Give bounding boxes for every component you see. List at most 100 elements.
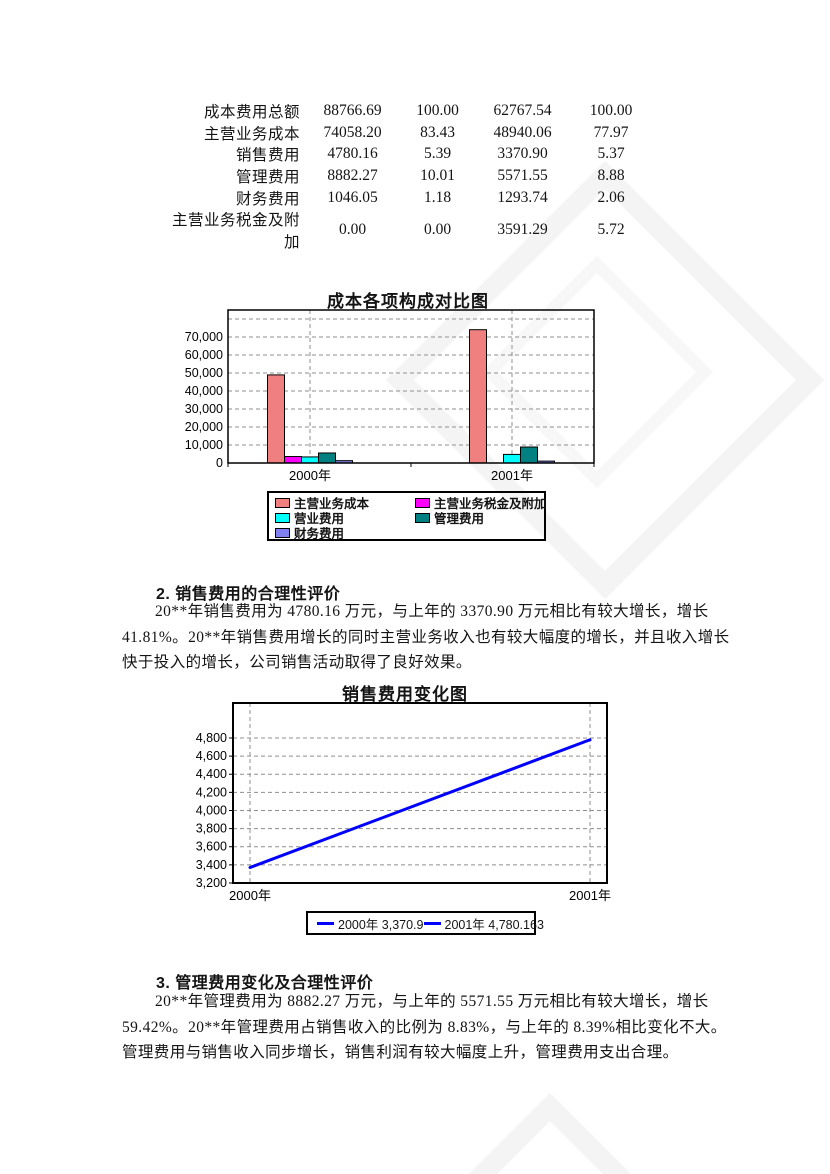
section-heading-sales-expense: 2. 销售费用的合理性评价 <box>156 586 341 603</box>
y-axis-label: 30,000 <box>185 402 223 416</box>
line-chart-title: 销售费用变化图 <box>342 685 468 704</box>
y-axis-label: 40,000 <box>185 384 223 398</box>
legend-item: 财务费用 <box>275 523 415 542</box>
cell-value: 0.00 <box>338 221 367 239</box>
paragraph-line: 20**年管理费用为 8882.27 万元，与上年的 5571.55 万元相比有… <box>155 993 709 1010</box>
plot-frame <box>232 702 608 884</box>
cell-value: 1293.74 <box>497 188 548 206</box>
section-paragraph-admin-expense: 20**年管理费用为 8882.27 万元，与上年的 5571.55 万元相比有… <box>122 989 727 1066</box>
y-axis-label: 4,800 <box>196 731 227 745</box>
legend-label: 主营业务税金及附加 <box>434 497 547 511</box>
cell-value: 0.00 <box>423 221 452 239</box>
y-axis-label: 70,000 <box>185 330 223 344</box>
cell-value: 5571.55 <box>497 167 548 185</box>
bar <box>301 456 319 464</box>
legend-label: 2000年 3,370.9 <box>338 917 424 932</box>
cell-value: 8.88 <box>597 167 625 185</box>
x-axis-label: 2000年 <box>229 888 271 903</box>
line-marker-icon <box>317 921 334 925</box>
table-row: 主营业务成本 74058.20 83.43 48940.06 77.97 <box>158 122 658 144</box>
y-axis-label: 20,000 <box>185 420 223 434</box>
y-axis-label: 4,600 <box>196 749 227 763</box>
y-axis-label: 50,000 <box>185 366 223 380</box>
cost-table: 成本费用总额 88766.69 100.00 62767.54 100.00 主… <box>158 100 658 251</box>
cell-value: 4780.16 <box>327 145 378 163</box>
bar <box>267 374 285 464</box>
y-axis-label: 3,200 <box>196 876 227 890</box>
section-heading-admin-expense: 3. 管理费用变化及合理性评价 <box>156 975 374 992</box>
legend-item: 2000年 3,370.9 <box>317 914 424 933</box>
bar <box>284 456 302 464</box>
cell-value: 1.18 <box>423 188 452 206</box>
cell-value: 5.39 <box>423 145 452 163</box>
legend-label: 管理费用 <box>434 512 485 526</box>
row-label: 管理费用 <box>235 169 300 187</box>
paragraph-line: 20**年销售费用为 4780.16 万元，与上年的 3370.90 万元相比有… <box>155 603 709 620</box>
x-axis-label: 2000年 <box>289 468 331 483</box>
legend-item: 主营业务成本 <box>275 493 415 512</box>
cell-value: 74058.20 <box>323 123 382 141</box>
y-axis-label: 60,000 <box>185 348 223 362</box>
y-axis-label: 3,400 <box>196 858 227 872</box>
paragraph-line: 59.42%。20**年管理费用占销售收入的比例为 8.83%，与上年的 8.3… <box>122 1018 727 1036</box>
bar-chart: 0 10,000 20,000 30,000 40,000 50,000 60,000 70,… <box>185 309 595 483</box>
legend-item: 主营业务税金及附加 <box>415 493 547 512</box>
cell-value: 10.01 <box>420 167 455 185</box>
line-chart-legend: 2000年 3,370.9 2001年 4,780.163 <box>306 911 544 935</box>
cell-value: 77.97 <box>593 123 629 141</box>
legend-item: 管理费用 <box>415 508 545 527</box>
bar-chart-title: 成本各项构成对比图 <box>327 292 489 311</box>
legend-swatch-icon <box>415 512 430 523</box>
cell-value: 8882.27 <box>327 167 378 185</box>
cell-value: 5.72 <box>597 221 625 239</box>
cell-value: 3370.90 <box>497 145 548 163</box>
table-row: 主营业务税金及附加 0.00 0.00 3591.29 5.72 <box>158 208 658 251</box>
row-label: 主营业务成本 <box>203 125 300 143</box>
row-label: 财务费用 <box>235 190 300 208</box>
section-paragraph-sales-expense: 20**年销售费用为 4780.16 万元，与上年的 3370.90 万元相比有… <box>122 599 730 676</box>
bar-chart-legend: 主营业务成本 主营业务税金及附加 营业费用 管理费用 财务费用 <box>267 491 547 542</box>
table-row: 管理费用 8882.27 10.01 5571.55 8.88 <box>158 165 658 187</box>
paragraph-line: 41.81%。20**年销售费用增长的同时主营业务收入也有较大幅度的增长，并且收… <box>122 628 730 646</box>
bar <box>503 453 521 464</box>
line-chart: 3,200 3,400 3,600 3,800 4,000 4,200 4,400 4,600… <box>196 702 611 903</box>
table-row: 销售费用 4780.16 5.39 3370.90 5.37 <box>158 143 658 165</box>
paragraph-line: 管理费用与销售收入同步增长，销售利润有较大幅度上升，管理费用支出合理。 <box>122 1044 679 1061</box>
y-axis-label: 10,000 <box>185 438 223 452</box>
legend-swatch-icon <box>415 497 430 508</box>
legend-label: 营业费用 <box>294 512 345 526</box>
y-axis-label: 4,000 <box>196 803 227 817</box>
y-axis-label: 3,600 <box>196 840 227 854</box>
y-axis-label: 3,800 <box>196 822 227 836</box>
legend-swatch-icon <box>275 497 290 508</box>
legend-item: 2001年 4,780.163 <box>423 914 544 933</box>
table-row: 成本费用总额 88766.69 100.00 62767.54 100.00 <box>158 100 658 122</box>
cell-value: 48940.06 <box>493 123 552 141</box>
y-axis-label: 4,400 <box>196 767 227 781</box>
row-label: 主营业务税金及附加 <box>171 212 300 252</box>
cell-value: 5.37 <box>597 145 625 163</box>
legend-swatch-icon <box>275 527 290 538</box>
y-axis-label: 4,200 <box>196 785 227 799</box>
bar <box>520 446 538 464</box>
legend-label: 主营业务成本 <box>294 497 370 511</box>
row-label: 成本费用总额 <box>203 104 300 121</box>
legend-swatch-icon <box>275 512 290 523</box>
cell-value: 3591.29 <box>497 221 548 239</box>
row-label: 销售费用 <box>235 147 300 165</box>
y-axis-label: 0 <box>216 456 223 470</box>
cell-value: 83.43 <box>420 123 455 141</box>
legend-label: 2001年 4,780.163 <box>444 917 544 932</box>
cell-value: 88766.69 <box>323 102 382 119</box>
paragraph-line: 快于投入的增长，公司销售活动取得了良好效果。 <box>122 654 472 671</box>
bar <box>318 452 336 464</box>
cell-value: 100.00 <box>589 102 633 119</box>
cell-value: 62767.54 <box>493 102 552 119</box>
line-marker-icon <box>423 921 441 925</box>
watermark-diamond-bottom <box>337 1092 763 1174</box>
cell-value: 1046.05 <box>327 188 378 206</box>
x-axis-label: 2001年 <box>491 468 533 483</box>
x-axis-label: 2001年 <box>569 888 611 903</box>
cell-value: 100.00 <box>416 102 459 119</box>
